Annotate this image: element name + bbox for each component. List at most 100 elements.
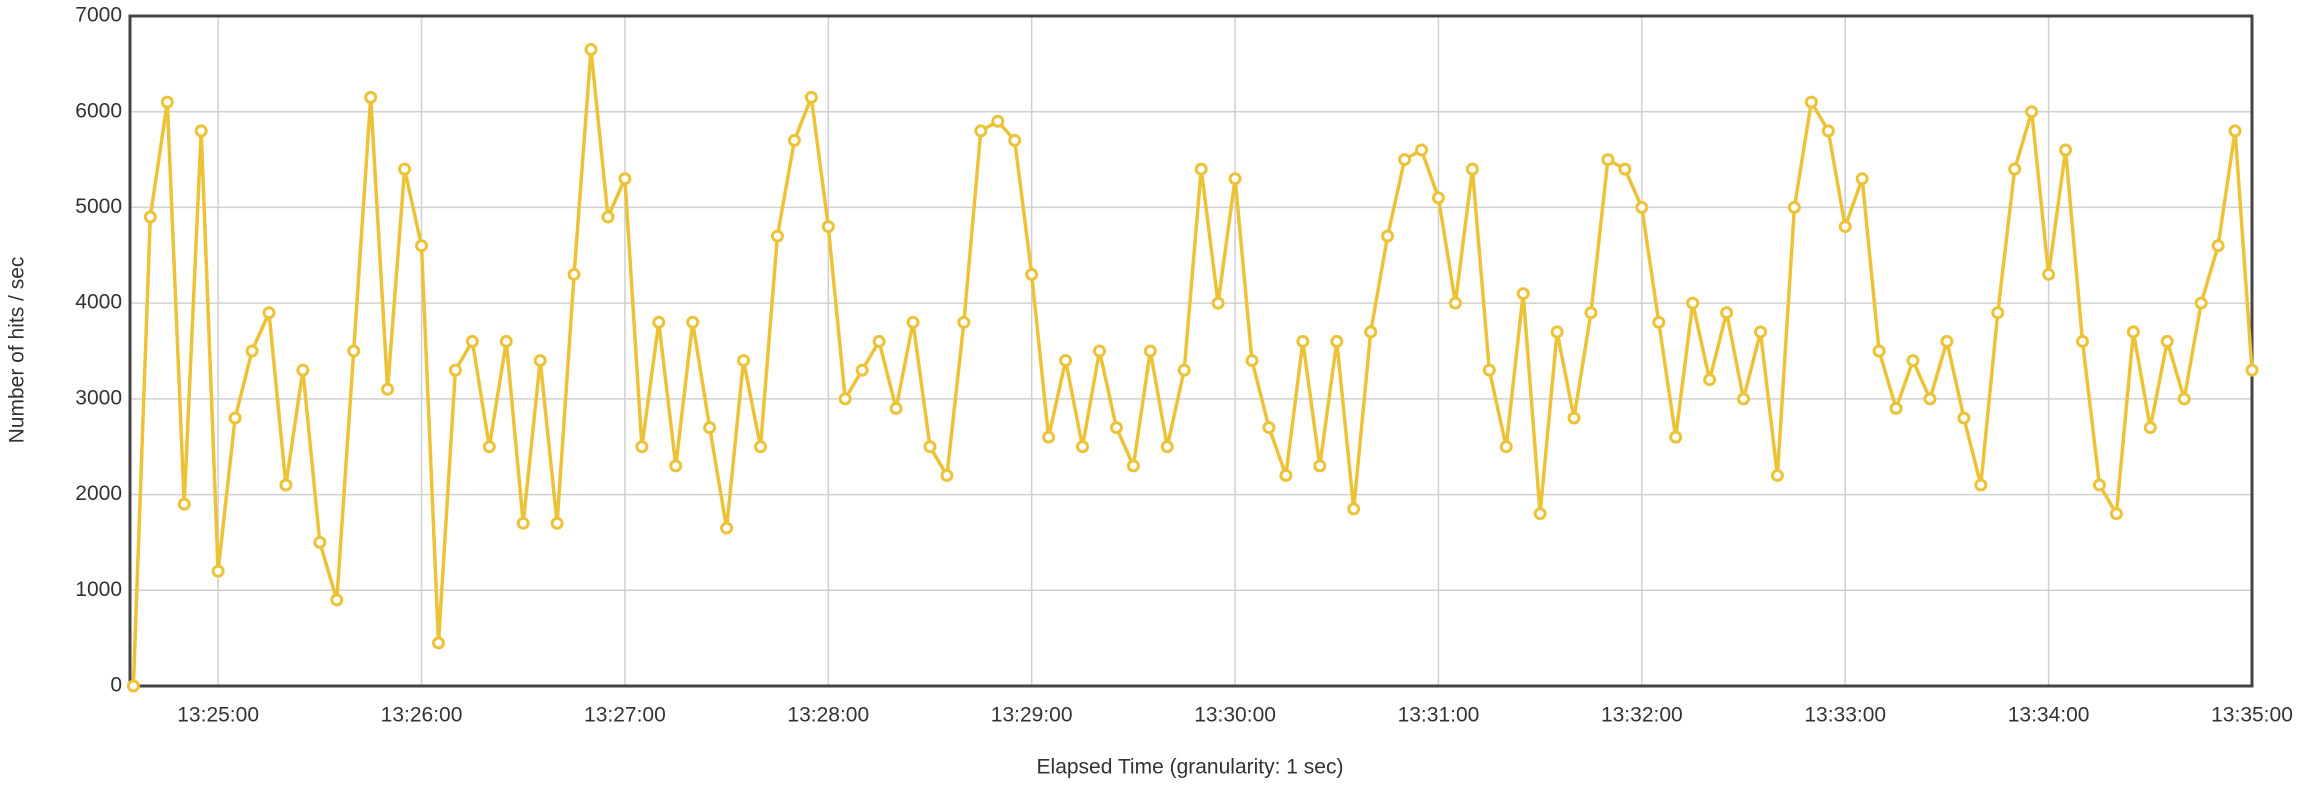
y-tick-label: 1000 <box>75 578 122 601</box>
data-point <box>143 210 157 224</box>
data-point <box>1008 133 1022 147</box>
data-point <box>245 344 259 358</box>
data-point <box>1279 468 1293 482</box>
data-point <box>957 315 971 329</box>
data-point <box>1211 296 1225 310</box>
data-point <box>1448 296 1462 310</box>
data-point <box>2059 143 2073 157</box>
data-point <box>330 593 344 607</box>
data-point <box>415 239 429 253</box>
y-tick-label: 5000 <box>75 195 122 218</box>
data-point <box>1669 430 1683 444</box>
data-point <box>1194 162 1208 176</box>
data-point <box>720 521 734 535</box>
data-point <box>855 363 869 377</box>
data-point <box>1092 344 1106 358</box>
data-point <box>1567 411 1581 425</box>
data-point <box>1262 421 1276 435</box>
data-point <box>499 334 513 348</box>
data-point <box>1313 459 1327 473</box>
data-point <box>1686 296 1700 310</box>
data-point <box>1838 220 1852 234</box>
data-point <box>2025 105 2039 119</box>
plot-border <box>128 14 2254 688</box>
y-tick-label: 3000 <box>75 386 122 409</box>
x-tick-label: 13:31:00 <box>1398 704 1480 727</box>
data-point <box>669 459 683 473</box>
data-point <box>1143 344 1157 358</box>
data-point <box>1770 468 1784 482</box>
data-point <box>1855 172 1869 186</box>
data-point <box>516 516 530 530</box>
data-point <box>1042 430 1056 444</box>
data-point <box>906 315 920 329</box>
data-point <box>1126 459 1140 473</box>
x-tick-label: 13:33:00 <box>1804 704 1886 727</box>
data-point <box>364 90 378 104</box>
data-point <box>1957 411 1971 425</box>
data-point <box>313 535 327 549</box>
data-point <box>1076 440 1090 454</box>
data-point <box>1974 478 1988 492</box>
data-point <box>381 382 395 396</box>
data-point <box>262 306 276 320</box>
data-point <box>1245 354 1259 368</box>
data-point <box>1059 354 1073 368</box>
data-point <box>1923 392 1937 406</box>
data-point <box>2194 296 2208 310</box>
data-point <box>2076 334 2090 348</box>
data-point <box>1516 287 1530 301</box>
data-point <box>2042 267 2056 281</box>
data-point <box>1703 373 1717 387</box>
data-point <box>652 315 666 329</box>
data-point <box>1753 325 1767 339</box>
x-tick-label: 13:27:00 <box>584 704 666 727</box>
data-point <box>211 564 225 578</box>
data-point <box>889 401 903 415</box>
data-point <box>1296 334 1310 348</box>
x-tick-label: 13:28:00 <box>787 704 869 727</box>
data-point <box>347 344 361 358</box>
data-point <box>1415 143 1429 157</box>
x-axis-label: Elapsed Time (granularity: 1 sec) <box>1037 756 1344 779</box>
y-tick-label: 4000 <box>75 291 122 314</box>
data-point <box>482 440 496 454</box>
y-tick-label: 6000 <box>75 99 122 122</box>
data-point <box>1804 95 1818 109</box>
data-point <box>2126 325 2140 339</box>
data-point <box>804 90 818 104</box>
data-point <box>533 354 547 368</box>
data-point <box>2008 162 2022 176</box>
data-point <box>1906 354 1920 368</box>
data-point <box>1364 325 1378 339</box>
data-point <box>1160 440 1174 454</box>
data-point <box>618 172 632 186</box>
data-point <box>1872 344 1886 358</box>
data-point <box>703 421 717 435</box>
data-point <box>787 133 801 147</box>
data-point <box>567 267 581 281</box>
data-point <box>1025 267 1039 281</box>
data-point <box>940 468 954 482</box>
data-point <box>1347 502 1361 516</box>
x-tick-label: 13:29:00 <box>991 704 1073 727</box>
data-point <box>550 516 564 530</box>
x-tick-label: 13:26:00 <box>381 704 463 727</box>
y-tick-label: 0 <box>110 674 122 697</box>
data-point <box>1737 392 1751 406</box>
data-point <box>1940 334 1954 348</box>
data-point <box>821 220 835 234</box>
data-point <box>1889 401 1903 415</box>
data-point <box>2245 363 2259 377</box>
y-axis-label: Number of hits / sec <box>6 257 29 444</box>
y-tick-label: 7000 <box>75 4 122 27</box>
data-point <box>431 636 445 650</box>
data-point <box>2143 421 2157 435</box>
data-point <box>1381 229 1395 243</box>
data-point <box>2109 507 2123 521</box>
data-point <box>872 334 886 348</box>
data-point <box>279 478 293 492</box>
data-point <box>194 124 208 138</box>
data-point <box>1398 153 1412 167</box>
